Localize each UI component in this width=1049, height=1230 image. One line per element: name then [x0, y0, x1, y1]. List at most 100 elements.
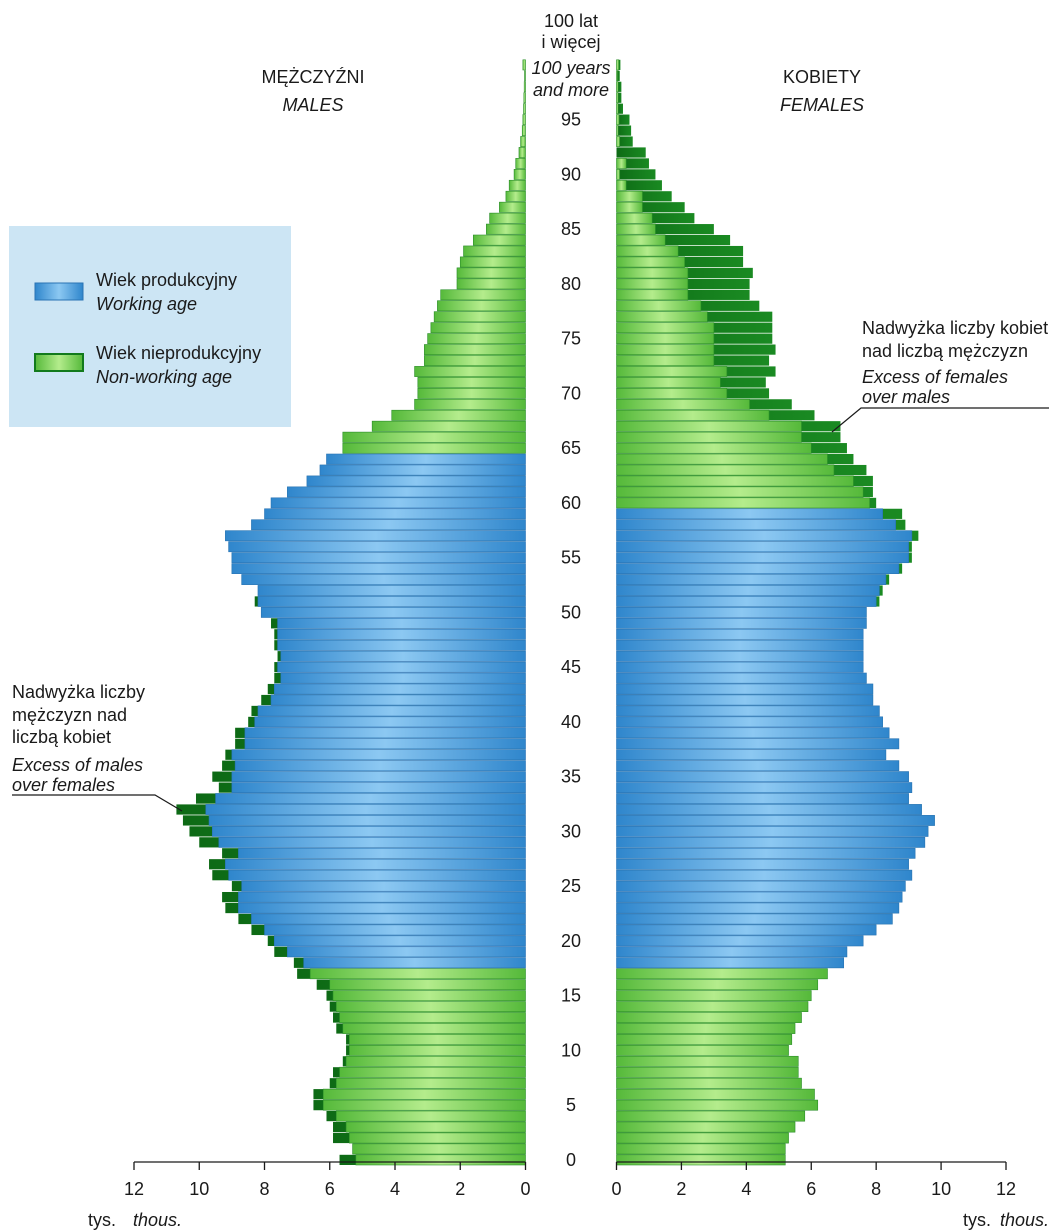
male-bar: [339, 1012, 526, 1023]
male-bar: [414, 366, 526, 377]
annotation-female-leader: [831, 407, 1049, 433]
age-tick-label: 70: [561, 383, 581, 403]
female-bar: [616, 979, 819, 991]
male-bar: [417, 377, 526, 388]
female-excess-bar: [616, 147, 646, 158]
male-bar: [433, 311, 526, 323]
female-bar: [616, 289, 689, 301]
male-bar: [332, 990, 526, 1002]
age-tick-label: 60: [561, 493, 581, 513]
female-bar: [616, 804, 922, 815]
male-bar: [254, 716, 526, 728]
male-bar: [520, 136, 526, 147]
male-bar: [231, 749, 526, 761]
female-excess-bar: [616, 114, 630, 125]
female-bar: [616, 431, 802, 443]
male-bar: [244, 727, 526, 739]
female-bar: [616, 771, 909, 783]
male-bar: [231, 771, 526, 783]
male-bar: [523, 81, 526, 93]
female-bar: [616, 1066, 799, 1078]
x-tick-label-females: 10: [931, 1179, 951, 1199]
age-tick-label: 80: [561, 274, 581, 294]
top-age-label-line-1: 100 lat: [544, 11, 598, 31]
male-bar: [306, 475, 526, 487]
legend-label-non-working-age: Wiek nieprodukcyjny: [96, 343, 261, 363]
female-bar: [616, 409, 770, 421]
male-bar: [456, 278, 526, 290]
male-bar: [522, 59, 526, 71]
male-bar: [212, 825, 526, 837]
female-bar: [616, 59, 620, 71]
female-bar: [616, 541, 909, 553]
female-bar: [616, 475, 854, 487]
x-tick-label-males: 2: [455, 1179, 465, 1199]
males-title-en: MALES: [282, 95, 343, 115]
age-tick-label: 30: [561, 821, 581, 841]
male-bar: [472, 234, 526, 246]
female-bar: [616, 968, 828, 980]
male-bar: [322, 1088, 526, 1100]
male-bar: [228, 869, 526, 881]
legend-box: [9, 226, 291, 427]
male-bar: [335, 1077, 526, 1089]
male-bar: [505, 190, 526, 202]
male-bar: [277, 617, 526, 629]
male-bar: [463, 245, 526, 257]
female-bar: [616, 869, 913, 881]
female-bar: [616, 158, 627, 169]
females-title: KOBIETY: [783, 67, 861, 87]
x-tick-label-females: 2: [676, 1179, 686, 1199]
female-bar: [616, 344, 715, 355]
x-tick-label-males: 4: [390, 1179, 400, 1199]
male-bar: [335, 1001, 526, 1012]
female-excess-bar: [616, 92, 622, 103]
female-bar: [616, 508, 883, 520]
female-bar: [616, 1012, 802, 1023]
male-bar: [231, 552, 526, 564]
male-bar: [238, 891, 526, 903]
female-bar: [616, 935, 864, 947]
male-bar: [523, 103, 526, 115]
female-bar: [616, 366, 728, 377]
male-bar: [322, 1099, 526, 1111]
annotation-female-line-4: over males: [862, 387, 950, 407]
male-bar: [260, 606, 526, 618]
age-tick-labels: 0 5 10 15 20 25 30 35 40 45 50 55 60 65 70 75 80 85 90 95: [561, 110, 581, 1170]
age-tick-label: 20: [561, 931, 581, 951]
male-bar: [241, 880, 526, 892]
male-bar: [508, 179, 526, 191]
female-bar: [616, 486, 864, 498]
female-bar: [616, 738, 900, 750]
female-bar: [616, 1099, 819, 1111]
female-bar: [616, 223, 656, 235]
male-bar: [342, 442, 526, 454]
age-tick-label: 50: [561, 602, 581, 622]
annotation-male-line-1: Nadwyżka liczby: [12, 682, 145, 702]
annotation-female-line-1: Nadwyżka liczby kobiet: [862, 318, 1048, 338]
annotation-male-line-5: over females: [12, 775, 115, 795]
female-bar: [616, 179, 627, 191]
female-excess-bar: [616, 136, 633, 147]
male-bar: [414, 398, 526, 410]
x-axes: 0 0 2 2 4 4 6 6 8 8 10 10 12 12: [124, 1161, 1016, 1199]
annotation-male-leader: [12, 794, 183, 812]
male-bar: [238, 902, 526, 914]
female-bar: [616, 694, 874, 706]
age-tick-label: 10: [561, 1040, 581, 1060]
female-bar: [616, 749, 887, 761]
top-age-label-line-2: i więcej: [541, 32, 600, 52]
female-bar: [616, 585, 880, 596]
female-excess-bar: [616, 158, 649, 169]
male-bar: [251, 913, 526, 925]
female-bar: [616, 760, 900, 772]
male-bar: [440, 289, 526, 301]
male-bar: [521, 125, 526, 136]
male-bar: [264, 924, 526, 936]
male-bar: [459, 256, 526, 268]
annotation-male-line-3: liczbą kobiet: [12, 727, 111, 747]
female-excess-bar: [616, 180, 662, 191]
female-excess-bar: [616, 81, 622, 92]
female-bar: [616, 322, 715, 334]
female-bar: [616, 278, 689, 290]
